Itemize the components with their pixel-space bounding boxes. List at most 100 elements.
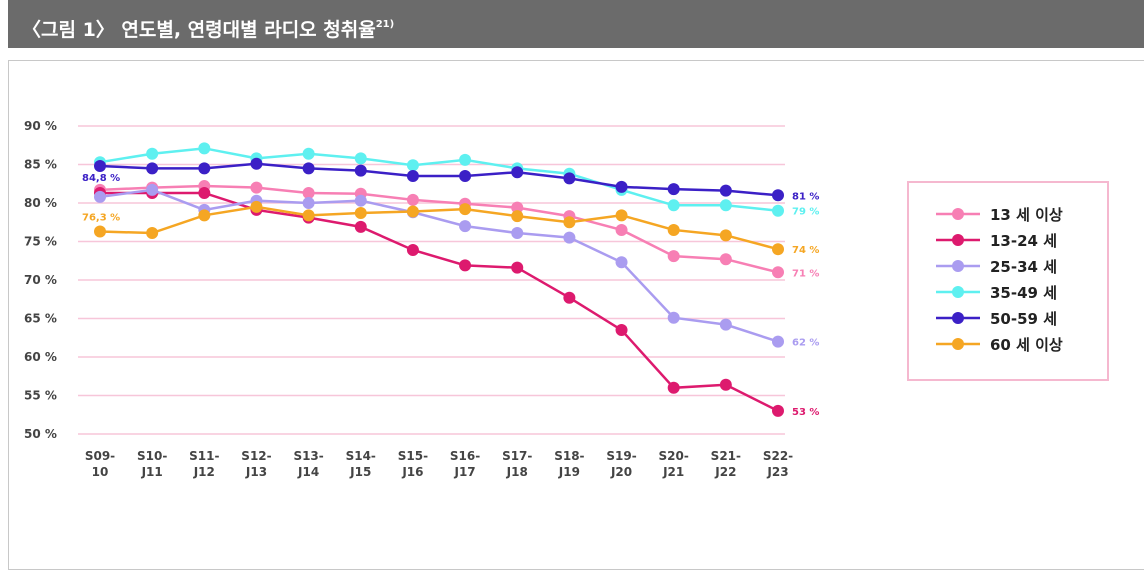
series-line xyxy=(99,188,779,343)
data-point xyxy=(667,311,680,324)
y-tick-label: 85 % xyxy=(24,158,57,172)
x-tick-line: S13- xyxy=(293,449,323,463)
data-point xyxy=(198,209,211,222)
x-tick-line: S18- xyxy=(554,449,584,463)
data-point xyxy=(198,142,211,155)
figure-header: 〈그림 1〉 연도별, 연령대별 라디오 청취율21) xyxy=(8,0,1144,48)
data-point xyxy=(719,378,732,391)
data-point xyxy=(719,184,732,197)
legend-marker xyxy=(952,338,964,350)
data-point xyxy=(563,216,576,229)
legend-label: 35-49 세 xyxy=(990,284,1057,302)
legend-label: 13 세 이상 xyxy=(990,206,1063,224)
data-point xyxy=(94,190,106,203)
data-point xyxy=(719,229,732,242)
page: 〈그림 1〉 연도별, 연령대별 라디오 청취율21) 50 % 55 % 60 %… xyxy=(8,0,1144,570)
legend-marker xyxy=(952,260,964,272)
data-point xyxy=(719,253,732,266)
data-point xyxy=(615,180,628,193)
legend-label: 25-34 세 xyxy=(990,258,1057,276)
data-point xyxy=(563,291,576,304)
data-point xyxy=(772,243,784,256)
x-tick-line: J14 xyxy=(297,465,319,479)
data-point xyxy=(198,186,211,199)
data-point xyxy=(302,186,315,199)
data-point xyxy=(406,193,419,206)
x-tick-label: S19- J20 xyxy=(606,449,636,479)
data-point xyxy=(667,381,680,394)
data-point xyxy=(772,189,784,202)
x-tick-line: S09- xyxy=(85,449,115,463)
data-point xyxy=(667,199,680,212)
x-tick-label: S16- J17 xyxy=(450,449,480,479)
x-tick-line: J13 xyxy=(245,465,267,479)
value-label: 76,3 % xyxy=(82,212,120,223)
data-point xyxy=(772,266,784,279)
data-point xyxy=(146,162,159,175)
x-tick-label: S15- J16 xyxy=(398,449,428,479)
data-point xyxy=(511,227,524,240)
figure-title: 〈그림 1〉 연도별, 연령대별 라디오 청취율 xyxy=(22,19,376,41)
x-tick-line: S17- xyxy=(502,449,532,463)
data-point xyxy=(511,261,524,274)
data-point xyxy=(354,220,367,233)
value-label: 84,8 % xyxy=(82,173,120,184)
data-point xyxy=(302,209,315,222)
y-tick-label: 50 % xyxy=(24,427,57,441)
data-point xyxy=(615,256,628,269)
data-point xyxy=(250,200,263,213)
data-point xyxy=(302,197,315,209)
x-tick-label: S14- J15 xyxy=(346,449,376,479)
x-tick-label: S11- J12 xyxy=(189,449,219,479)
x-tick-label: S12- J13 xyxy=(241,449,271,479)
y-tick-label: 55 % xyxy=(24,389,57,403)
data-point xyxy=(459,153,472,166)
series-line xyxy=(99,205,779,251)
data-point xyxy=(563,231,576,244)
y-tick-label: 70 % xyxy=(24,273,57,287)
x-tick-label: S17- J18 xyxy=(502,449,532,479)
y-tick-label: 65 % xyxy=(24,312,57,326)
x-tick-line: S19- xyxy=(606,449,636,463)
data-point xyxy=(146,227,159,240)
data-point xyxy=(772,404,784,417)
x-tick-line: J21 xyxy=(662,465,684,479)
legend-marker xyxy=(952,286,964,298)
data-point xyxy=(511,210,524,223)
data-point xyxy=(302,147,315,160)
data-point xyxy=(615,324,628,337)
data-point xyxy=(94,160,106,173)
value-label: 53 % xyxy=(792,407,819,418)
x-tick-label: S18- J19 xyxy=(554,449,584,479)
series-line xyxy=(99,184,779,274)
legend-label: 50-59 세 xyxy=(990,310,1057,328)
data-point xyxy=(667,250,680,263)
x-tick-label: S13- J14 xyxy=(293,449,323,479)
x-tick-line: J20 xyxy=(610,465,632,479)
data-point xyxy=(459,203,472,216)
x-tick-line: S22- xyxy=(763,449,793,463)
data-point xyxy=(198,162,211,175)
x-tick-label: S22- J23 xyxy=(763,449,793,479)
data-point xyxy=(354,194,367,207)
data-point xyxy=(719,318,732,331)
data-point xyxy=(302,162,315,175)
data-point xyxy=(511,201,524,214)
data-point xyxy=(615,209,628,222)
data-point xyxy=(94,225,106,238)
x-tick-line: S12- xyxy=(241,449,271,463)
x-tick-label: S21- J22 xyxy=(711,449,741,479)
y-tick-label: 75 % xyxy=(24,235,57,249)
x-tick-line: S10- xyxy=(137,449,167,463)
value-label: 71 % xyxy=(792,268,819,279)
data-point xyxy=(354,164,367,177)
footnote-ref: 21) xyxy=(375,19,395,30)
legend-marker xyxy=(952,208,964,220)
data-point xyxy=(354,207,367,220)
value-label: 74 % xyxy=(792,245,819,256)
data-point xyxy=(354,152,367,165)
data-point xyxy=(459,220,472,233)
x-tick-line: J22 xyxy=(714,465,736,479)
data-point xyxy=(250,181,263,194)
data-point xyxy=(719,199,732,212)
